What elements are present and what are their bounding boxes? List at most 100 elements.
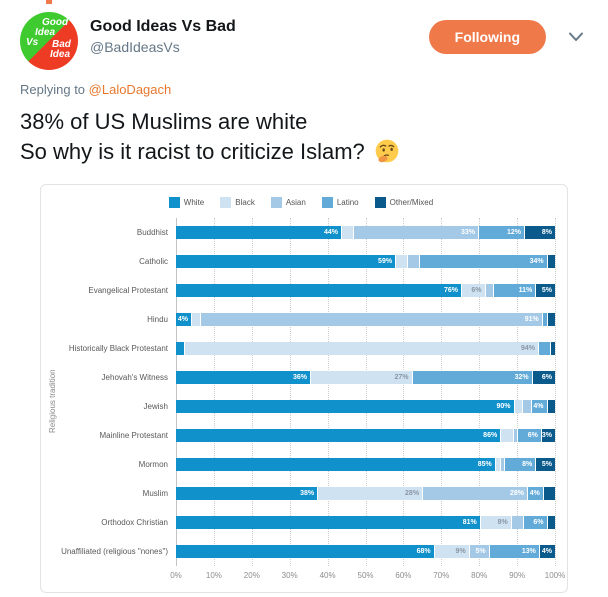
bar-segment-label: 27% xyxy=(394,374,409,382)
row-label: Mormon xyxy=(138,460,168,470)
x-tick-label: 90% xyxy=(509,571,526,581)
legend-item: Other/Mixed xyxy=(374,197,434,209)
row-label: Historically Black Protestant xyxy=(68,344,168,354)
bar-segment: 8% xyxy=(525,226,555,240)
chart-row: Mainline Protestant 86% 6% 3% xyxy=(58,421,556,450)
bar-segment: 4% xyxy=(531,400,548,414)
gridline xyxy=(403,218,405,567)
bar-segment-label: 6% xyxy=(471,287,482,295)
bar-segment xyxy=(543,487,555,501)
reply-line: Replying to @LaloDagach xyxy=(20,82,588,97)
bar-segment xyxy=(396,255,409,269)
reply-prefix: Replying to xyxy=(20,82,89,97)
bar-track: 44% 33% 12% 8% xyxy=(176,226,555,240)
bar-segment-label: 91% xyxy=(524,316,539,324)
bar-segment xyxy=(342,226,355,240)
bar-segment: 5% xyxy=(536,284,555,298)
following-button[interactable]: Following xyxy=(428,20,546,54)
display-name[interactable]: Good Ideas Vs Bad xyxy=(90,18,236,35)
bar-segment-label: 4% xyxy=(533,403,544,411)
bar-segment-label: 3% xyxy=(541,432,553,440)
legend-swatch xyxy=(168,197,180,209)
bar-segment-label: 28% xyxy=(509,490,524,498)
bar-segment xyxy=(538,342,552,356)
bar-segment-label: 85% xyxy=(477,461,492,469)
bar-track: 36% 27% 32% 6% xyxy=(176,371,555,385)
gridline xyxy=(176,218,177,567)
bar-segment xyxy=(547,313,555,327)
legend-swatch xyxy=(220,197,232,209)
grid-layer xyxy=(176,218,556,567)
bar-segment xyxy=(501,429,514,443)
legend-item: Black xyxy=(220,197,255,209)
legend-swatch xyxy=(321,197,333,209)
avatar-text: Bad xyxy=(52,39,71,50)
bar-track: 59% 34% xyxy=(176,255,555,269)
chevron-down-icon[interactable] xyxy=(564,27,588,47)
row-label: Jehovah's Witness xyxy=(101,373,168,383)
bar-segment xyxy=(551,342,555,356)
bar-segment: 32% xyxy=(412,371,533,385)
bar-segment: 33% xyxy=(354,226,479,240)
bar-segment-label: 9% xyxy=(455,548,466,556)
bar-segment-label: 4% xyxy=(541,548,553,556)
chart-row: Hindu 4% 91% xyxy=(58,305,555,334)
bar-segment: 86% xyxy=(176,429,502,443)
gridline xyxy=(479,218,481,567)
bar-segment: 36% xyxy=(176,371,312,385)
row-label: Hindu xyxy=(147,315,168,325)
bar-segment-label: 4% xyxy=(529,490,540,498)
gridline xyxy=(441,218,443,567)
bar-segment xyxy=(547,255,555,269)
row-label: Jewish xyxy=(143,402,168,412)
bar-track: 4% 91% xyxy=(176,313,555,327)
bar-track: 85% 8% 5% xyxy=(176,458,555,472)
bar-segment-label: 36% xyxy=(293,374,308,382)
bar-segment: 28% xyxy=(318,487,424,501)
bar-segment: 28% xyxy=(423,487,528,501)
bar-segment xyxy=(485,284,494,298)
x-tick-label: 100% xyxy=(544,571,566,581)
bar-segment xyxy=(547,516,555,530)
bar-segment-label: 4% xyxy=(177,316,188,324)
bar-segment xyxy=(500,458,506,472)
mention-link[interactable]: @LaloDagach xyxy=(88,82,172,97)
bar-segment: 59% xyxy=(176,255,397,269)
gridline xyxy=(365,218,367,567)
bar-segment: 91% xyxy=(200,313,543,327)
x-tick-label: 0% xyxy=(170,571,182,581)
legend-label: Asian xyxy=(285,198,306,208)
row-label: Evangelical Protestant xyxy=(88,286,168,296)
bar-segment xyxy=(547,400,555,414)
x-tick-label: 80% xyxy=(471,571,488,581)
gridline xyxy=(517,218,519,567)
bar-segment-label: 6% xyxy=(527,432,538,440)
avatar-text: Vs xyxy=(26,37,39,48)
avatar[interactable]: Good Idea Vs Bad Idea xyxy=(20,12,78,70)
bar-segment-label: 5% xyxy=(541,287,552,295)
x-tick-label: 50% xyxy=(357,571,374,581)
bar-segment-label: 6% xyxy=(533,519,544,527)
bar-segment-label: 28% xyxy=(405,490,420,498)
bar-track: 76% 6% 11% 5% xyxy=(176,284,555,298)
bar-segment: 76% xyxy=(176,284,462,298)
bar-segment-label: 34% xyxy=(529,258,544,266)
legend-label: Other/Mixed xyxy=(389,198,434,208)
chart-row: Jehovah's Witness 36% 27% 32% 6% xyxy=(58,363,555,392)
bar-segment-label: 11% xyxy=(518,287,533,295)
chart-body: Religious tradition Buddhist 44% 33% 12% 8% C… xyxy=(47,218,565,584)
bar-segment: 3% xyxy=(541,429,556,443)
bar-segment xyxy=(495,458,501,472)
chart-row: Evangelical Protestant 76% 6% 11% 5% xyxy=(58,276,555,305)
bar-segment-label: 5% xyxy=(475,548,486,556)
x-tick-label: 60% xyxy=(395,571,412,581)
bar-segment: 6% xyxy=(532,371,555,385)
avatar-text: Idea xyxy=(35,27,56,38)
tweet-text: 38% of US Muslims are white So why is it… xyxy=(20,107,588,170)
bar-segment-label: 38% xyxy=(300,490,315,498)
bar-segment-label: 5% xyxy=(541,461,552,469)
bar-segment: 34% xyxy=(420,255,548,269)
user-identity: Good Ideas Vs Bad @BadIdeasVs xyxy=(90,12,429,55)
row-label: Unaffiliated (religious "nones") xyxy=(61,547,168,557)
